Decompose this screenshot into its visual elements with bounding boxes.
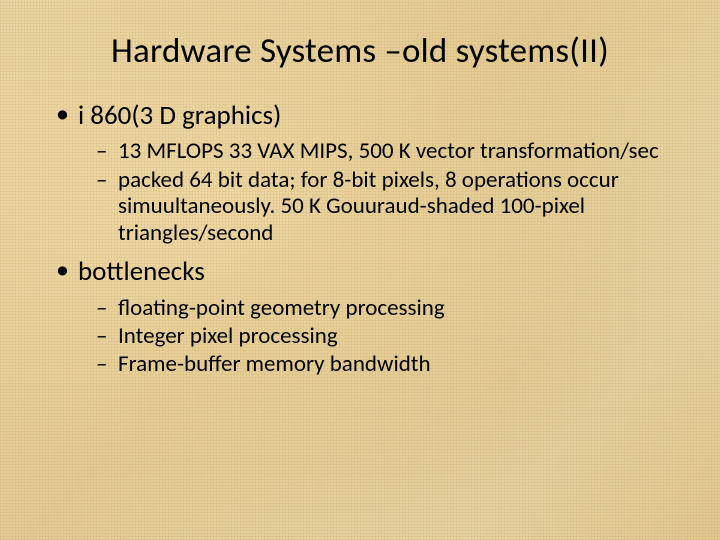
sub-list: floating-point geometry processing Integ…: [78, 295, 670, 378]
level1-text: i 860(3 D graphics): [78, 100, 670, 132]
list-item: 13 MFLOPS 33 VAX MIPS, 500 K vector tran…: [78, 138, 670, 164]
list-item: floating-point geometry processing: [78, 295, 670, 321]
level1-text: bottlenecks: [78, 256, 670, 288]
slide-title: Hardware Systems –old systems(II): [50, 30, 670, 72]
level2-text: floating-point geometry processing: [118, 295, 670, 321]
level2-text: Frame-buffer memory bandwidth: [118, 351, 670, 377]
level2-text: packed 64 bit data; for 8-bit pixels, 8 …: [118, 167, 670, 246]
level2-text: Integer pixel processing: [118, 323, 670, 349]
sub-list: 13 MFLOPS 33 VAX MIPS, 500 K vector tran…: [78, 138, 670, 246]
list-item: packed 64 bit data; for 8-bit pixels, 8 …: [78, 167, 670, 246]
list-item: bottlenecks floating-point geometry proc…: [50, 256, 670, 378]
list-item: Frame-buffer memory bandwidth: [78, 351, 670, 377]
bullet-list: i 860(3 D graphics) 13 MFLOPS 33 VAX MIP…: [50, 100, 670, 378]
list-item: Integer pixel processing: [78, 323, 670, 349]
list-item: i 860(3 D graphics) 13 MFLOPS 33 VAX MIP…: [50, 100, 670, 246]
slide: Hardware Systems –old systems(II) i 860(…: [0, 0, 720, 540]
level2-text: 13 MFLOPS 33 VAX MIPS, 500 K vector tran…: [118, 138, 670, 164]
